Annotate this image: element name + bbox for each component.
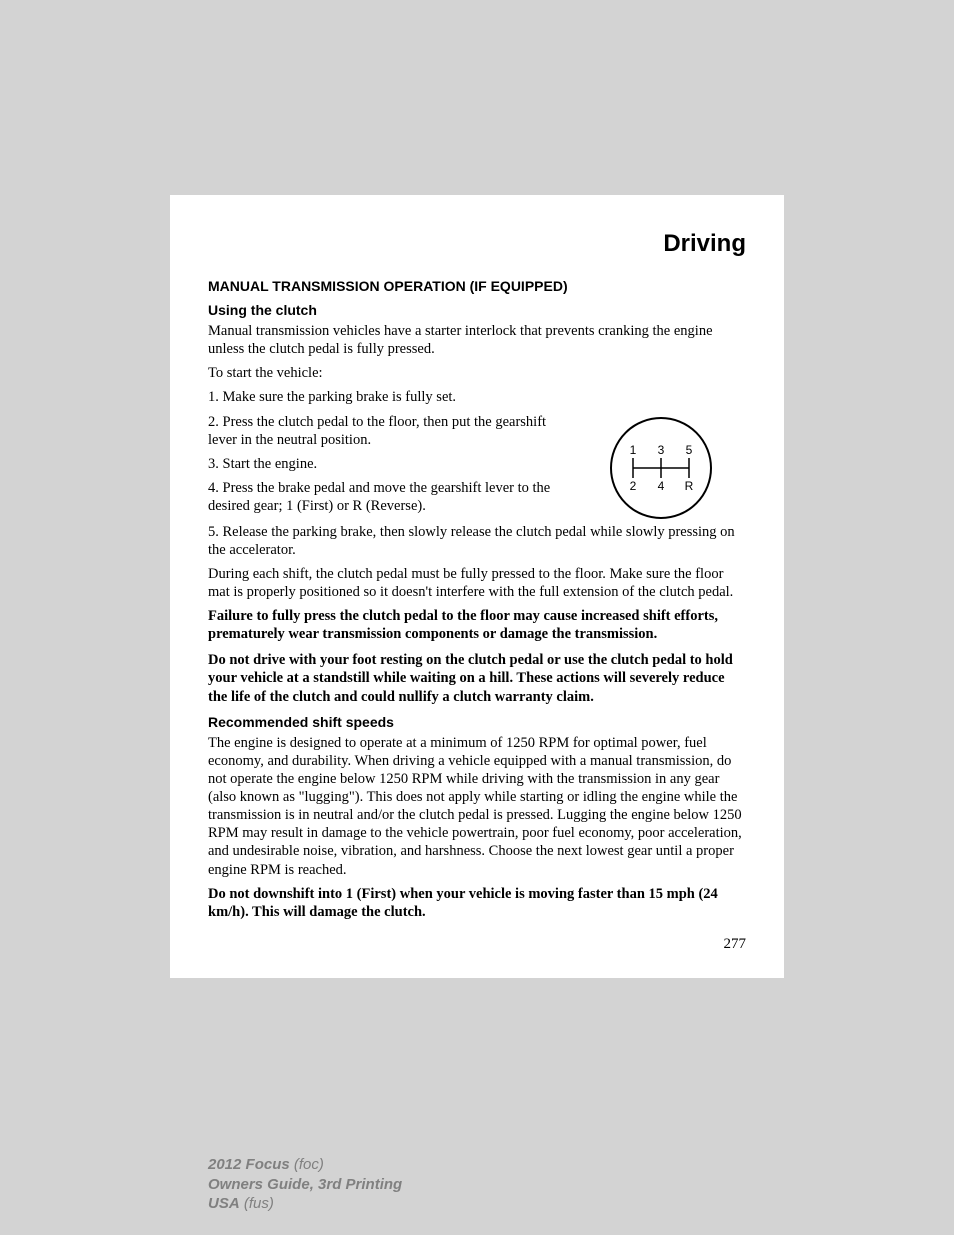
step-1: 1. Make sure the parking brake is fully … <box>208 388 746 406</box>
gear-5: 5 <box>686 443 693 457</box>
footer: 2012 Focus (foc) Owners Guide, 3rd Print… <box>208 1155 402 1214</box>
section-header: Driving <box>208 230 746 258</box>
document-page: Driving MANUAL TRANSMISSION OPERATION (I… <box>170 195 784 978</box>
gear-2: 2 <box>630 479 637 493</box>
shift-subsection-title: Recommended shift speeds <box>208 714 746 730</box>
page-number: 277 <box>208 936 746 953</box>
step-4: 4. Press the brake pedal and move the ge… <box>208 479 556 515</box>
clutch-subsection-title: Using the clutch <box>208 302 746 318</box>
gear-r: R <box>685 479 694 493</box>
gear-1: 1 <box>630 443 637 457</box>
footer-line-1: 2012 Focus (foc) <box>208 1155 402 1175</box>
footer-model-code: (foc) <box>290 1156 324 1173</box>
gear-4: 4 <box>658 479 665 493</box>
shift-warning: Do not downshift into 1 (First) when you… <box>208 885 746 921</box>
footer-line-2: Owners Guide, 3rd Printing <box>208 1175 402 1195</box>
step-2: 2. Press the clutch pedal to the floor, … <box>208 413 556 449</box>
footer-region-code: (fus) <box>240 1195 274 1212</box>
step-3: 3. Start the engine. <box>208 455 556 473</box>
section-title: MANUAL TRANSMISSION OPERATION (IF EQUIPP… <box>208 278 746 294</box>
steps-with-diagram: 2. Press the clutch pedal to the floor, … <box>208 413 746 523</box>
step-5: 5. Release the parking brake, then slowl… <box>208 523 746 559</box>
clutch-warning-1: Failure to fully press the clutch pedal … <box>208 607 746 643</box>
during-shift-text: During each shift, the clutch pedal must… <box>208 565 746 601</box>
gearshift-svg: 1 3 5 2 4 R <box>606 413 716 523</box>
footer-region: USA <box>208 1195 240 1212</box>
gear-3: 3 <box>658 443 665 457</box>
footer-line-3: USA (fus) <box>208 1194 402 1214</box>
clutch-warning-2: Do not drive with your foot resting on t… <box>208 651 746 705</box>
clutch-intro: Manual transmission vehicles have a star… <box>208 322 746 358</box>
start-intro: To start the vehicle: <box>208 364 746 382</box>
shift-body: The engine is designed to operate at a m… <box>208 734 746 879</box>
step-text-column: 2. Press the clutch pedal to the floor, … <box>208 413 556 522</box>
gearshift-diagram: 1 3 5 2 4 R <box>576 413 746 523</box>
footer-model: 2012 Focus <box>208 1156 290 1173</box>
